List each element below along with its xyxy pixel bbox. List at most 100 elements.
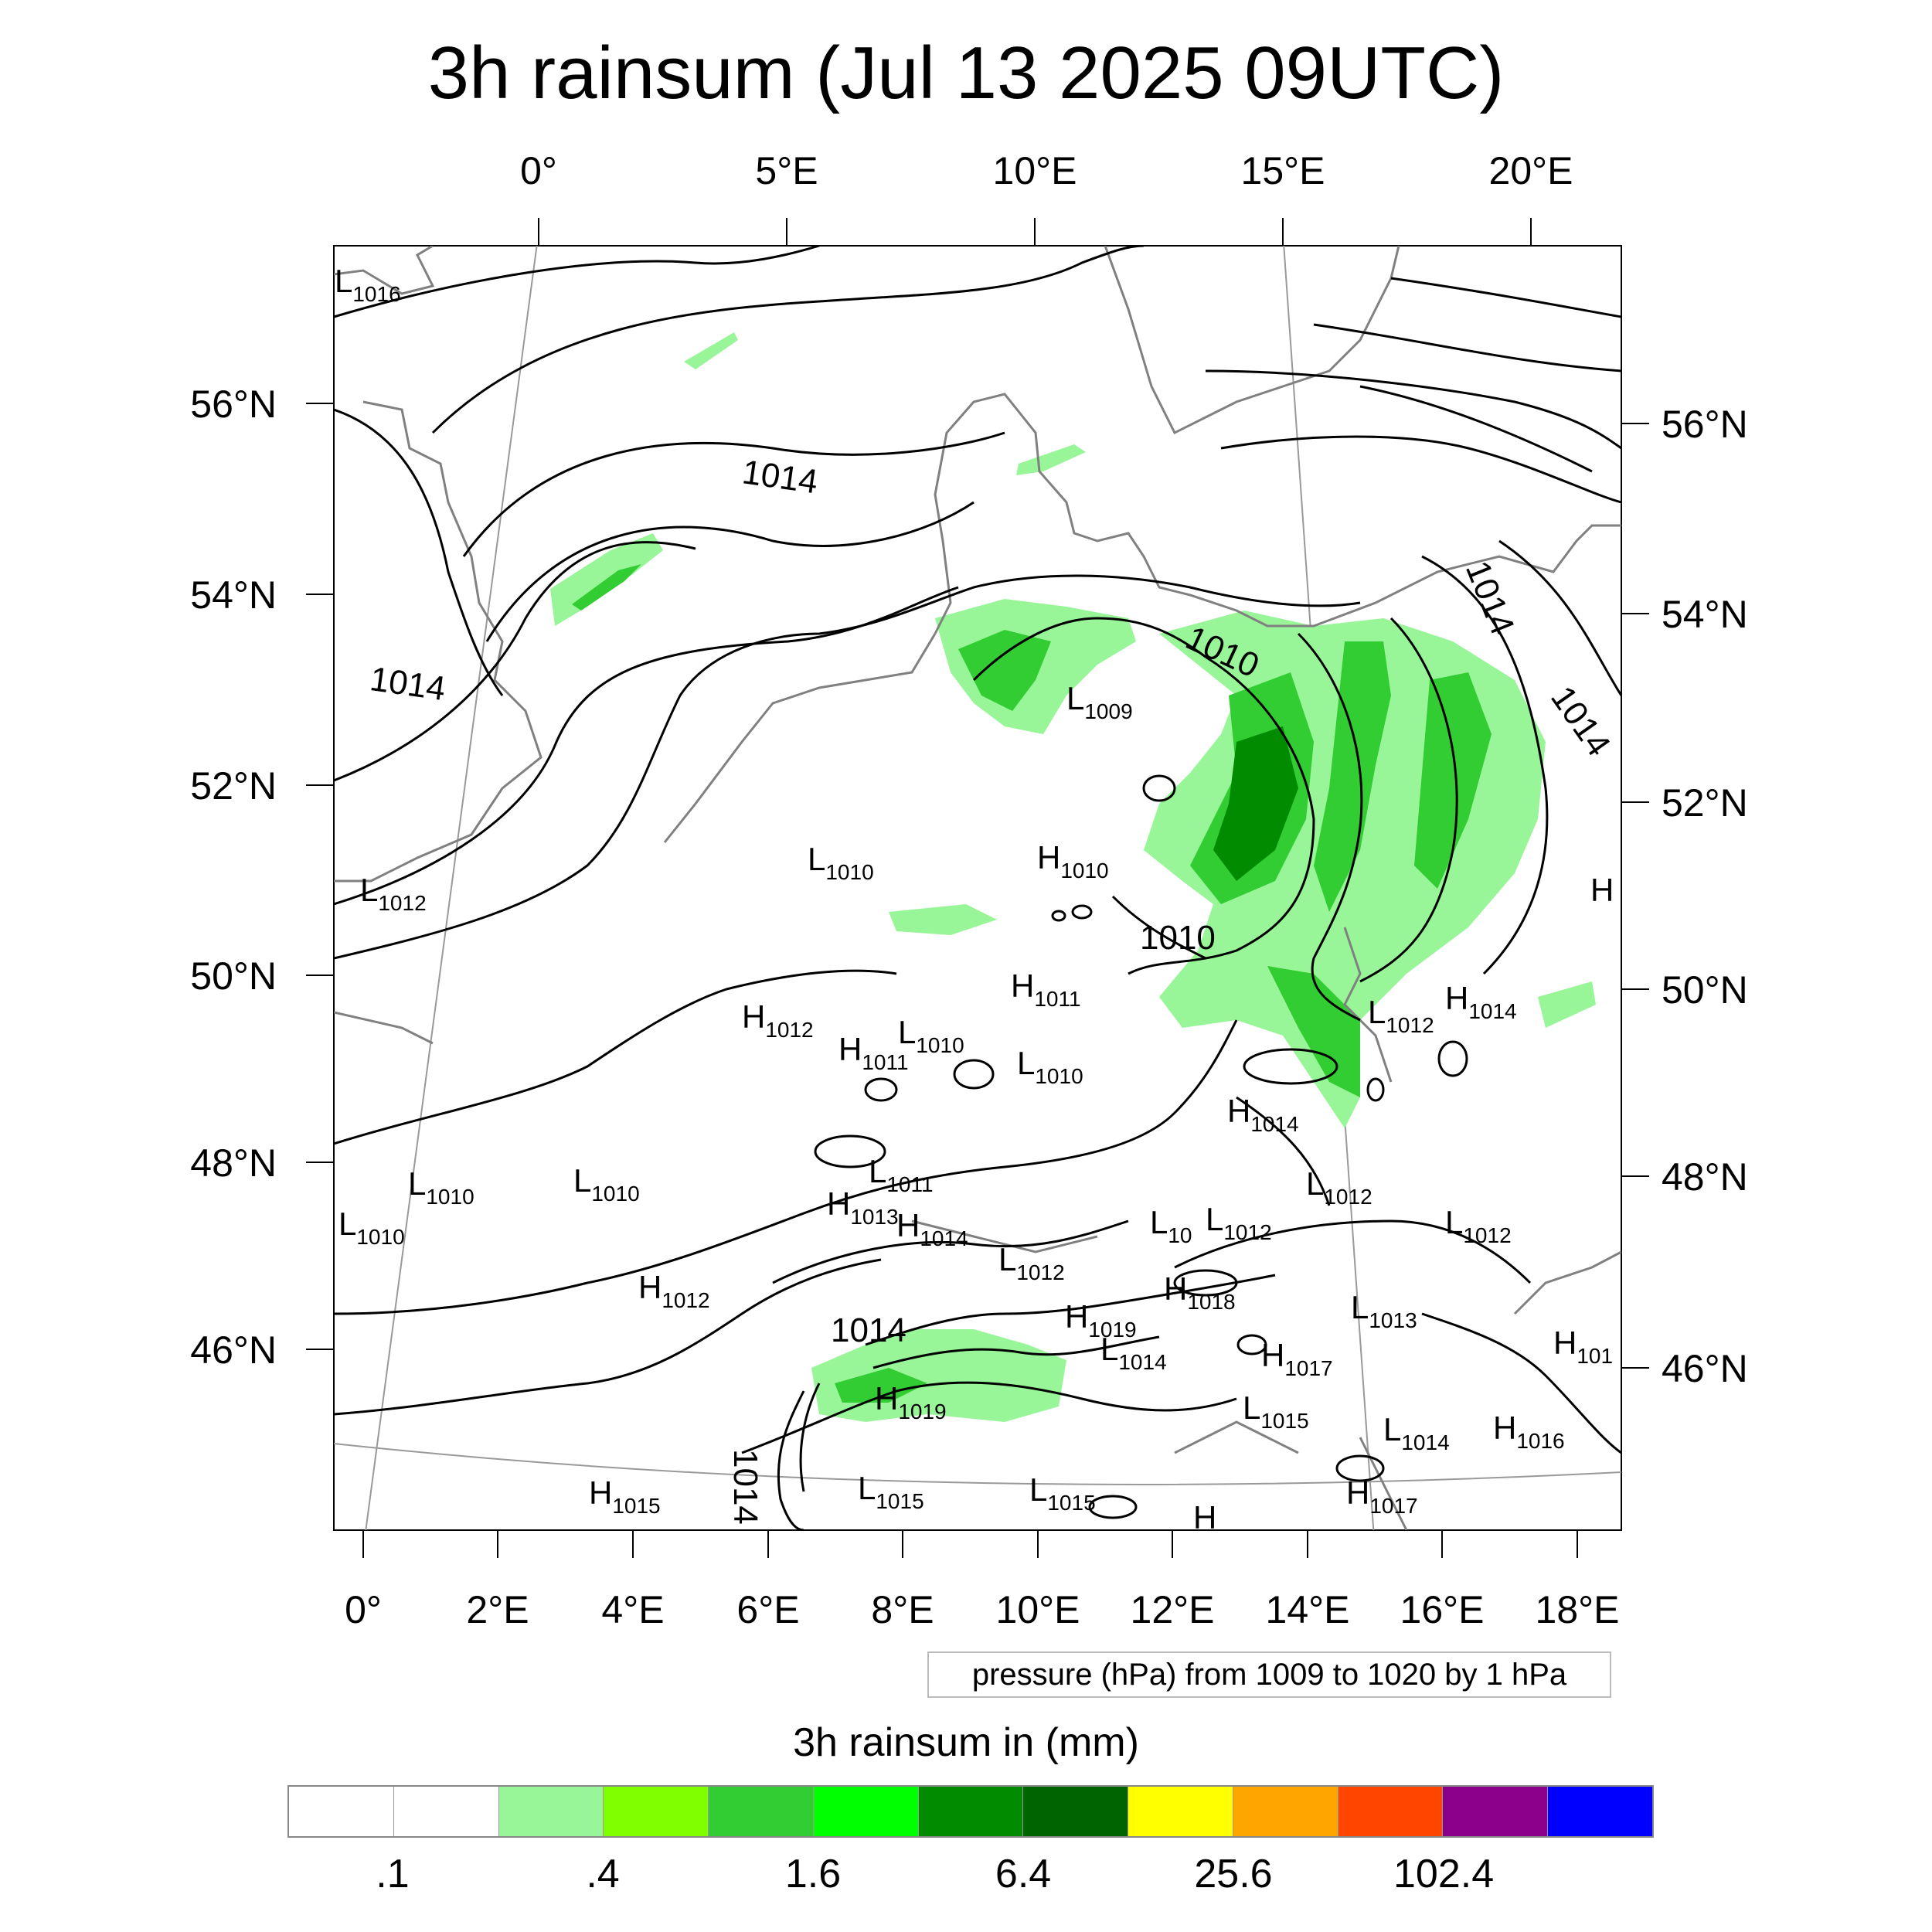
rain-area-north-sea-small [684,332,738,369]
pressure-center: H1019 [1065,1298,1137,1342]
colorbar-swatch [1548,1787,1652,1836]
pressure-center-value: 1010 [916,1033,964,1057]
pressure-center: H101 [1553,1325,1613,1368]
pressure-center: L1016 [335,263,401,306]
colorbar-title: 3h rainsum in (mm) [793,1720,1139,1765]
colorbar-swatch [1338,1787,1444,1836]
bottom-lon-label: 18°E [1536,1588,1620,1631]
pressure-center-type: H [1493,1410,1516,1446]
colorbar-label: 1.6 [784,1852,842,1896]
pressure-center-value: 1014 [1401,1430,1449,1454]
pressure-center-value: 1010 [1060,859,1108,883]
pressure-center-value: 1010 [1035,1064,1083,1088]
pressure-center-type: H [1065,1298,1088,1335]
pressure-center-type: H [1227,1093,1250,1129]
pressure-center-value: 1014 [920,1226,968,1250]
pressure-center-value: 1014 [1118,1350,1166,1374]
pressure-center-type: L [1066,680,1084,716]
pressure-center-value: 1012 [1016,1260,1064,1284]
pressure-center-type: H [1193,1499,1216,1536]
pressure-center: H1012 [638,1269,710,1312]
pressure-center-type: L [1100,1331,1118,1367]
pressure-center-type: L [360,872,378,908]
right-lat-label: 50°N [1662,968,1748,1012]
colorbar-swatch [498,1787,604,1836]
bottom-lon-labels: 0° 2°E 4°E 6°E 8°E 10°E 12°E 14°E 16°E 1… [345,1588,1619,1631]
top-lon-labels: 0° 5°E 10°E 15°E 20°E [520,149,1573,192]
pressure-center: L1015 [1029,1471,1096,1515]
pressure-center: H1010 [1037,839,1109,883]
pressure-center-value: 1012 [1386,1013,1434,1037]
pressure-center-type: H [827,1185,850,1222]
pressure-center-value: 1016 [352,282,400,306]
pressure-center-value: 1011 [886,1172,933,1196]
pressure-center-value: 1019 [1088,1318,1136,1342]
pressure-center-type: H [1011,968,1034,1004]
rain-area-east-heavy [1213,726,1298,881]
colorbar-swatch [289,1787,394,1836]
pressure-center-value: 1013 [850,1205,898,1229]
pressure-center-type: H [875,1380,898,1417]
rain-area-east-band-2 [1314,641,1391,912]
pressure-center-type: H [1445,980,1468,1016]
pressure-center-type: L [573,1162,591,1199]
pressure-center: L1010 [573,1162,640,1206]
right-lat-label: 56°N [1662,403,1748,446]
colorbar-swatch [1443,1787,1549,1836]
pressure-center: L1014 [1383,1411,1450,1454]
bottom-lon-label: 0° [345,1588,382,1631]
colorbar-swatch [1233,1787,1338,1836]
rain-area-east-band-3 [1414,672,1492,889]
right-lat-label: 48°N [1662,1155,1748,1199]
right-lat-label: 54°N [1662,593,1748,636]
left-lat-label: 50°N [190,954,277,998]
pressure-center: L1015 [858,1470,924,1513]
colorbar-label: 6.4 [995,1852,1052,1896]
pressure-center-value: 1017 [1284,1356,1332,1380]
rain-area-germany-north-core [958,630,1051,711]
map-ticks [306,218,1649,1558]
pressure-center: L1010 [338,1206,405,1249]
pressure-center: L1010 [1017,1045,1083,1088]
pressure-info-box: pressure (hPa) from 1009 to 1020 by 1 hP… [927,1651,1611,1698]
pressure-center-type: L [335,263,352,299]
left-lat-labels: 56°N 54°N 52°N 50°N 48°N 46°N [190,383,277,1372]
pressure-center: H1014 [1227,1093,1299,1136]
colorbar-label: .1 [376,1852,410,1896]
top-lon-label: 15°E [1241,149,1325,192]
pressure-center-type: L [1150,1204,1168,1240]
contour-label: 1010 [1140,919,1216,957]
pressure-center: L1012 [1306,1165,1372,1209]
pressure-center-value: 1012 [1324,1185,1372,1209]
pressure-center-type: L [858,1470,876,1506]
pressure-center-type: L [869,1153,886,1189]
top-lon-label: 20°E [1489,149,1573,192]
colorbar-swatch [1128,1787,1233,1836]
pressure-center-type: H [1037,839,1060,876]
pressure-center: H1014 [896,1207,968,1250]
pressure-center-type: H [638,1269,662,1305]
pressure-center: L1010 [408,1165,474,1209]
pressure-center: L1012 [1368,994,1434,1037]
pressure-center-value: 1011 [1034,987,1080,1011]
pressure-center-type: L [1368,994,1386,1030]
pressure-center-value: 1012 [765,1018,813,1042]
pressure-center-type: L [898,1014,916,1050]
pressure-center: L1014 [1100,1331,1167,1374]
isobars [334,246,1621,1530]
pressure-center-type: L [1017,1045,1035,1081]
pressure-center: H1014 [1445,980,1517,1023]
pressure-center: H1016 [1493,1410,1565,1453]
pressure-center: H1017 [1346,1475,1418,1518]
colorbar-labels: .1 .4 1.6 6.4 25.6 102.4 [287,1851,1654,1905]
bottom-lon-label: 12°E [1131,1588,1215,1631]
pressure-center: L1013 [1351,1289,1417,1332]
pressure-center-value: 1014 [1468,999,1516,1023]
top-lon-label: 0° [520,149,557,192]
pressure-center: L1009 [1066,680,1133,723]
pressure-center-type: L [1243,1389,1260,1426]
pressure-center-type: L [998,1241,1016,1277]
left-lat-label: 56°N [190,383,277,426]
pressure-center: L1012 [1206,1201,1272,1244]
pressure-center-value: 101 [1577,1344,1613,1368]
